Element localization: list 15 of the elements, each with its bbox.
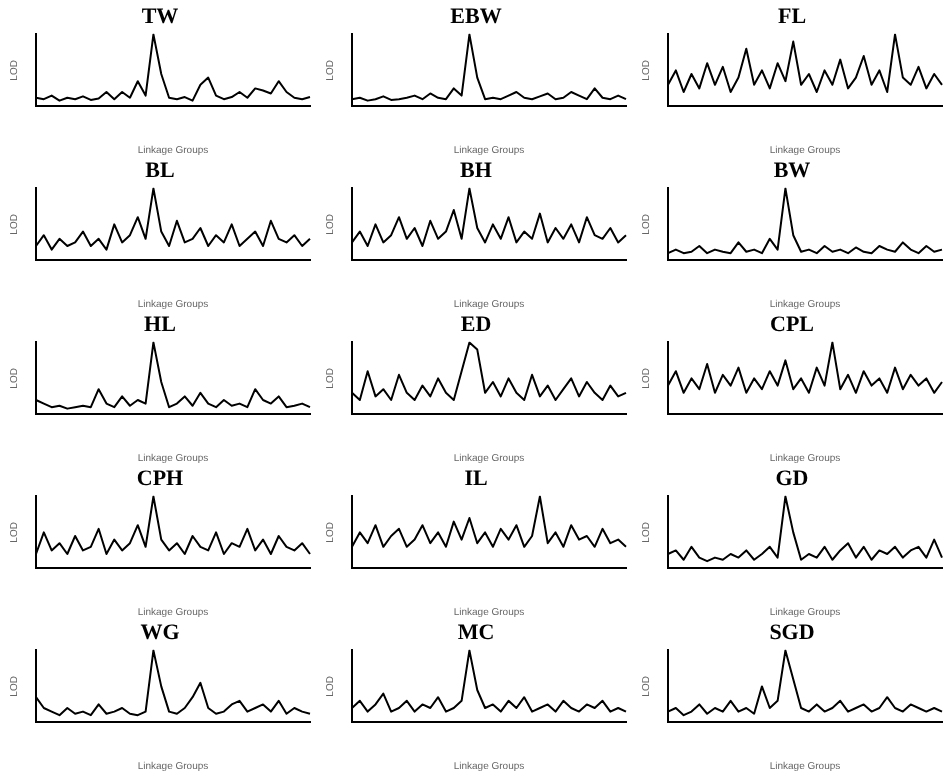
chart-title: CPL xyxy=(770,312,814,337)
chart-title: SGD xyxy=(769,620,815,645)
chart-title: CPH xyxy=(136,466,185,491)
chart-title: TW xyxy=(141,4,179,29)
chart-title: GD xyxy=(775,466,809,491)
chart-title: IL xyxy=(464,466,488,491)
chart-title: BL xyxy=(145,158,175,183)
chart-title: BH xyxy=(460,158,493,183)
chart-title: WG xyxy=(140,620,181,645)
chart-title: ED xyxy=(460,312,492,337)
chart-title: EBW xyxy=(450,4,502,29)
chart-title: BW xyxy=(773,158,811,183)
chart-title: FL xyxy=(777,4,807,29)
chart-title: HL xyxy=(144,312,176,337)
chart-title: MC xyxy=(457,620,495,645)
